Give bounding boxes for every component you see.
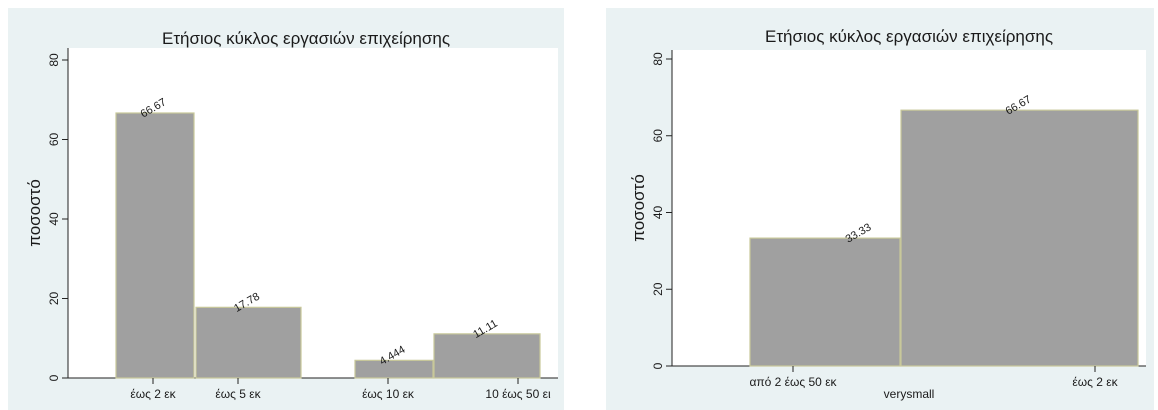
x-tick-label: έως 2 εκ [1072,375,1118,389]
bar [749,237,901,367]
chart-panel-left: Ετήσιος κύκλος εργασιών επιχείρησης ποσο… [0,0,570,410]
y-tick-label: 80 [651,52,665,66]
bar [354,359,434,379]
x-tick-label: έως 10 εκ [362,387,415,401]
y-tick-label: 0 [651,362,665,369]
bar [900,109,1139,367]
chart-title: Ετήσιος κύκλος εργασιών επιχείρησης [765,27,1053,46]
bar [115,112,195,379]
chart-panel-right: Ετήσιος κύκλος εργασιών επιχείρησης ποσο… [600,0,1158,410]
bar [433,333,541,379]
y-tick-label: 20 [651,282,665,296]
y-tick-label: 0 [47,374,61,381]
x-tick-label: από 2 έως 50 εκ [749,375,837,389]
y-tick-label: 60 [47,133,61,147]
y-tick-label: 60 [651,129,665,143]
y-axis-label: ποσοστό [25,179,44,247]
y-tick-label: 80 [47,53,61,67]
y-tick-label: 20 [47,292,61,306]
bar [195,306,302,379]
y-tick-label: 40 [47,212,61,226]
x-axis-label: verysmall [884,387,935,401]
x-tick-label: 10 έως 50 ει [485,387,551,401]
bar-chart-right: Ετήσιος κύκλος εργασιών επιχείρησης ποσο… [606,8,1154,410]
x-tick-label: έως 2 εκ [130,387,176,401]
y-axis-label: ποσοστό [629,174,648,242]
chart-title: Ετήσιος κύκλος εργασιών επιχείρησης [162,29,450,48]
bar-chart-left: Ετήσιος κύκλος εργασιών επιχείρησης ποσο… [8,8,564,410]
x-tick-label: έως 5 εκ [215,387,261,401]
y-tick-label: 40 [651,206,665,220]
